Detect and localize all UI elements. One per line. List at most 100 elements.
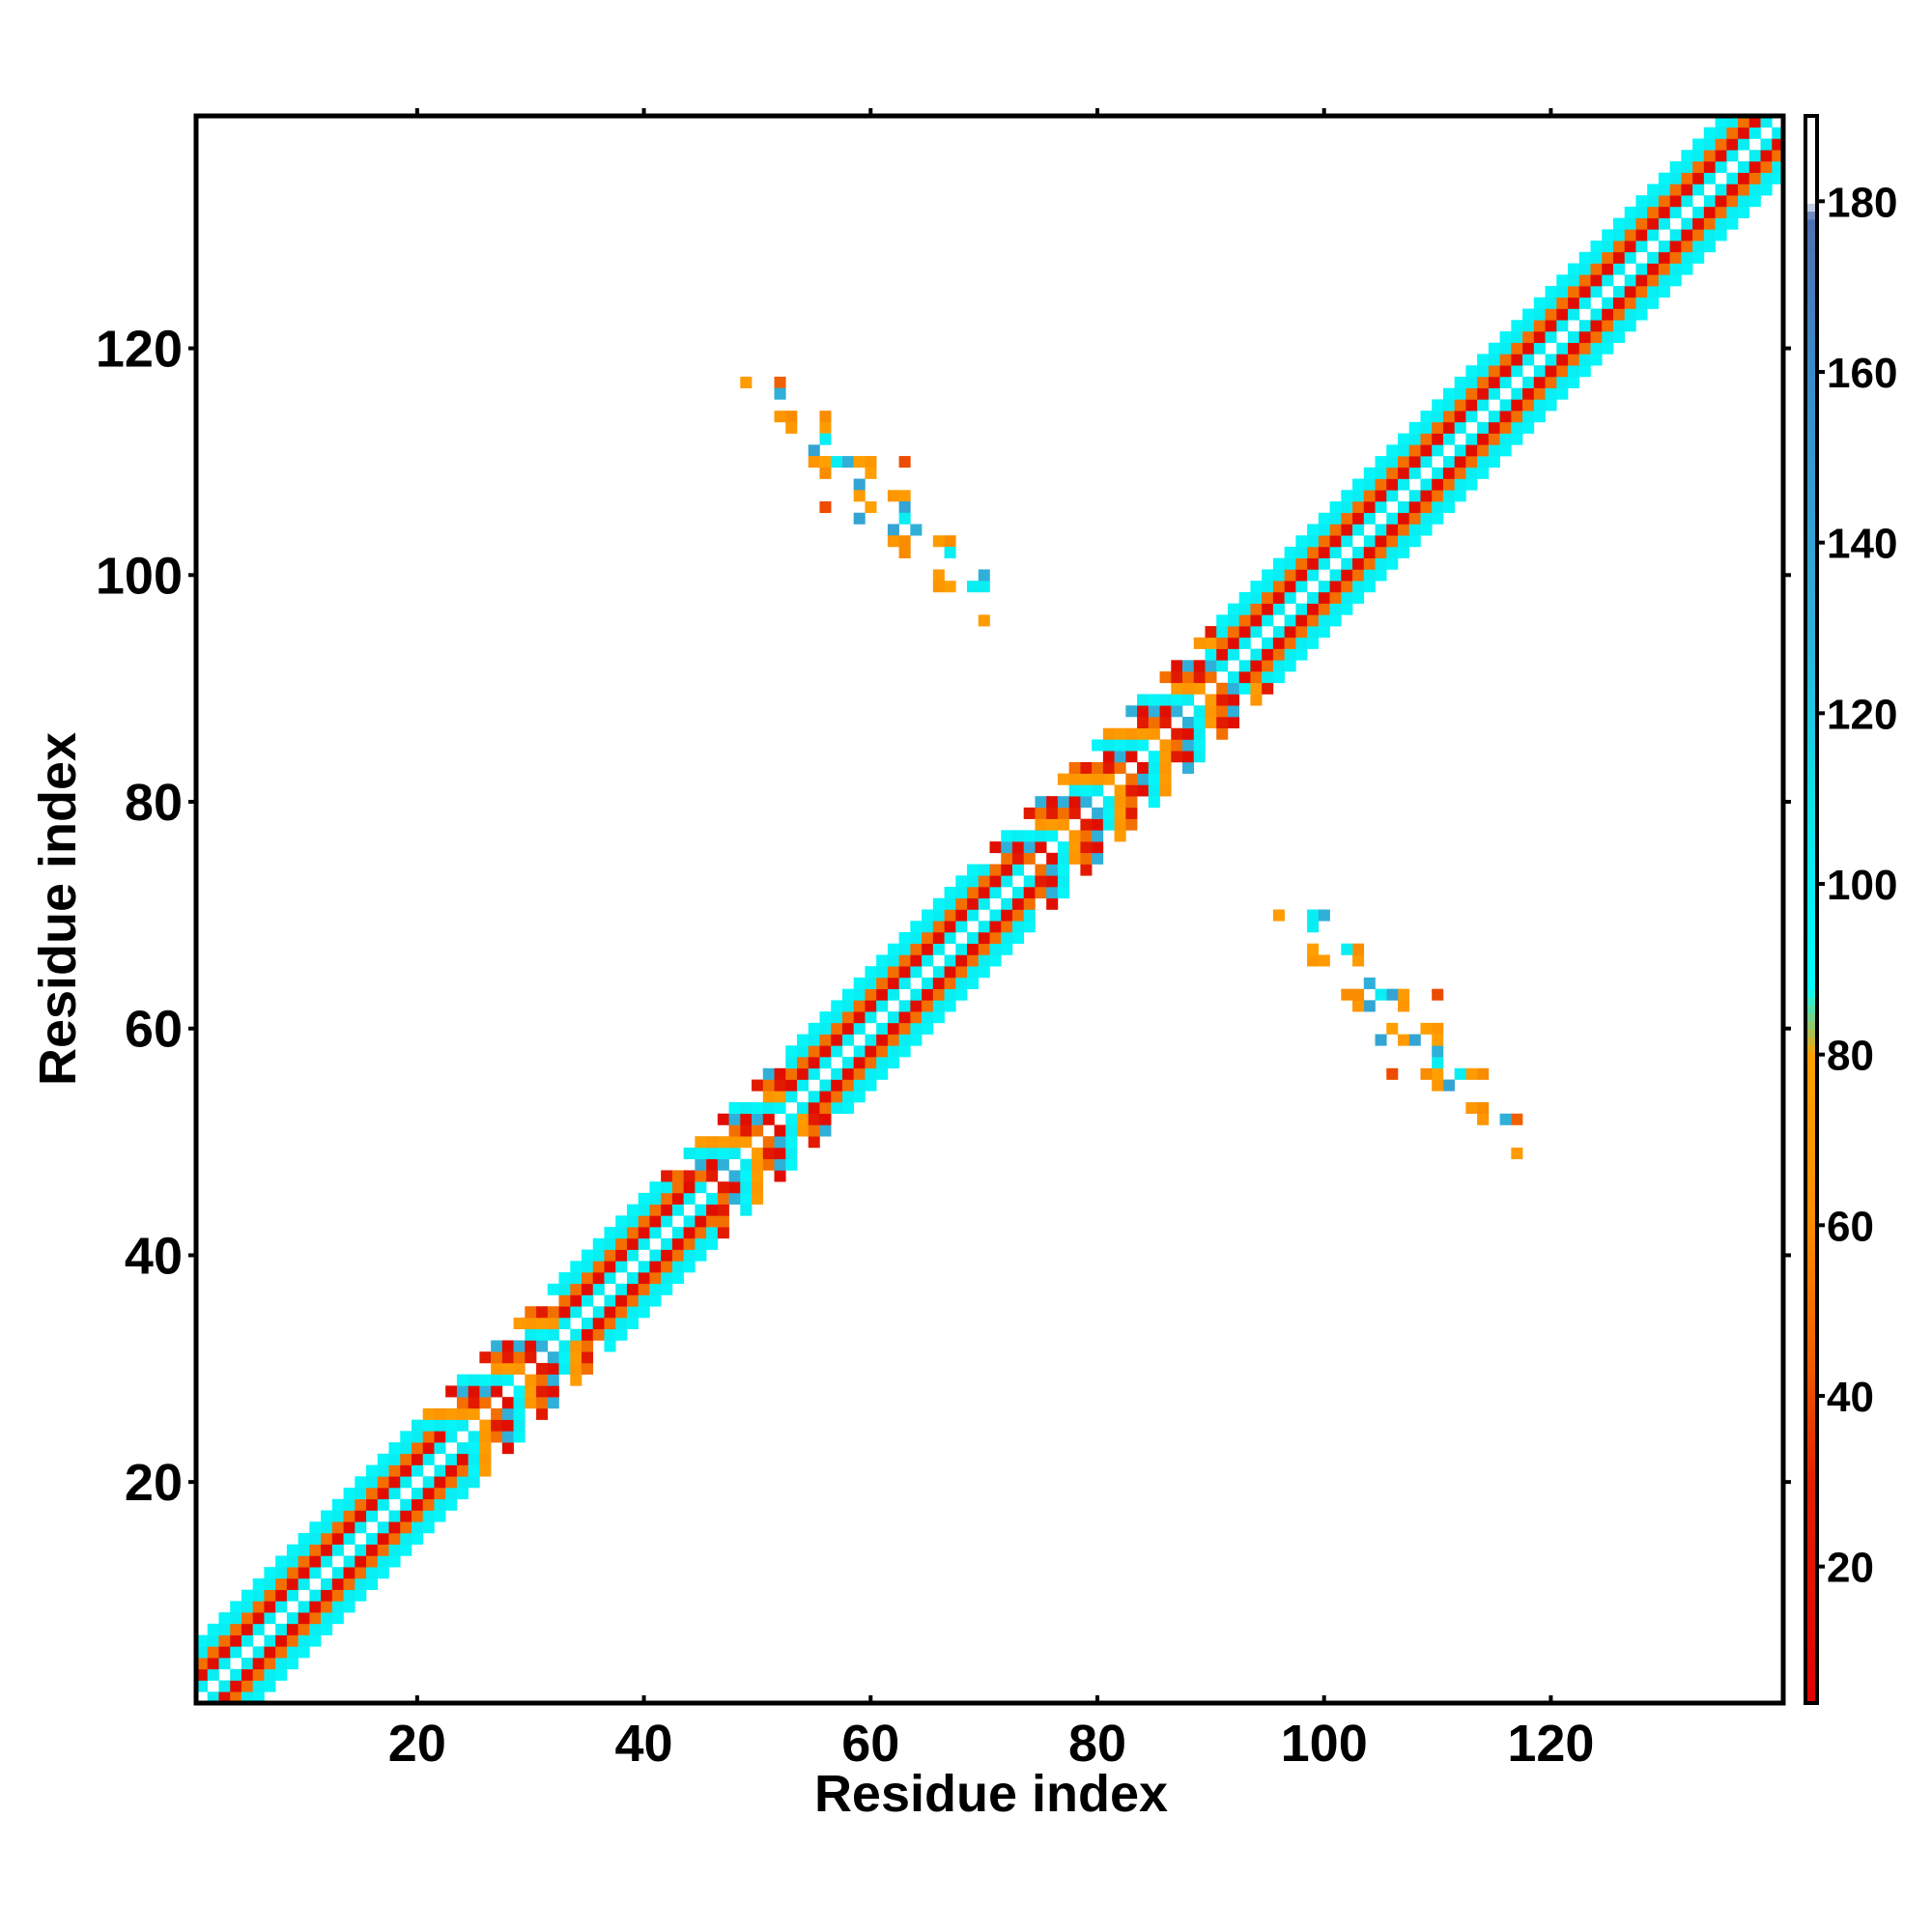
heatmap-cell	[1612, 297, 1625, 309]
heatmap-cell	[1658, 241, 1670, 253]
heatmap-cell	[1307, 569, 1320, 582]
heatmap-cell	[604, 1261, 616, 1273]
heatmap-cell	[796, 1113, 810, 1125]
colorbar-segment	[1805, 600, 1817, 609]
heatmap-cell	[604, 1227, 616, 1239]
heatmap-cell	[1238, 682, 1251, 695]
heatmap-cell	[1647, 206, 1660, 218]
heatmap-cell	[298, 1555, 310, 1568]
heatmap-cell	[740, 1102, 753, 1115]
heatmap-cell	[819, 1022, 832, 1035]
heatmap-cell	[1114, 830, 1126, 842]
heatmap-cell	[1092, 852, 1104, 865]
heatmap-cell	[1738, 195, 1750, 208]
colorbar-segment	[1805, 862, 1817, 870]
heatmap-cell	[501, 1431, 514, 1443]
heatmap-cell	[196, 1634, 209, 1647]
heatmap-cell	[1511, 1113, 1523, 1125]
heatmap-cell	[1578, 330, 1591, 344]
heatmap-cell	[422, 1521, 435, 1534]
heatmap-cell	[547, 1317, 559, 1330]
heatmap-cell	[944, 921, 956, 933]
heatmap-cell	[1295, 637, 1308, 649]
heatmap-cell	[230, 1612, 242, 1625]
heatmap-cell	[1590, 320, 1603, 332]
heatmap-cell	[1488, 387, 1500, 400]
heatmap-cell	[944, 897, 956, 910]
heatmap-cell	[264, 1567, 276, 1579]
heatmap-cell	[604, 1237, 616, 1250]
heatmap-cell	[1477, 354, 1490, 366]
heatmap-cell	[1658, 274, 1670, 287]
heatmap-cell	[1760, 160, 1773, 173]
heatmap-cell	[1284, 637, 1296, 649]
heatmap-cell	[922, 1000, 934, 1012]
heatmap-cell	[1602, 241, 1614, 253]
heatmap-cell	[1250, 626, 1263, 639]
colorbar-segment	[1805, 1274, 1817, 1284]
heatmap-cell	[706, 1158, 719, 1171]
heatmap-cell	[978, 569, 990, 582]
heatmap-cell	[1375, 988, 1387, 1001]
colorbar-segment	[1805, 1195, 1817, 1204]
heatmap-cell	[841, 1057, 854, 1069]
heatmap-cell	[1227, 637, 1239, 649]
heatmap-cell	[1284, 614, 1296, 627]
heatmap-cell	[241, 1634, 253, 1647]
heatmap-cell	[1272, 626, 1285, 639]
heatmap-cell	[922, 977, 934, 989]
heatmap-cell	[1001, 875, 1013, 888]
heatmap-cell	[1658, 184, 1670, 196]
heatmap-cell	[1262, 648, 1274, 661]
heatmap-cell	[1011, 897, 1025, 910]
heatmap-cell	[1658, 172, 1670, 185]
heatmap-cell	[932, 921, 945, 933]
colorbar-segment	[1805, 1457, 1817, 1466]
heatmap-cell	[706, 1147, 719, 1159]
heatmap-cell	[252, 1601, 265, 1613]
heatmap-cell	[865, 1034, 877, 1046]
heatmap-cell	[1102, 818, 1115, 831]
heatmap-cell	[434, 1510, 446, 1522]
colorbar-segment	[1805, 1679, 1817, 1689]
heatmap-cell	[592, 1317, 605, 1330]
heatmap-cell	[547, 1328, 559, 1341]
heatmap-cell	[1035, 818, 1047, 831]
heatmap-cell	[592, 1249, 605, 1262]
heatmap-cell	[887, 966, 899, 979]
heatmap-cell	[740, 1113, 753, 1125]
heatmap-cell	[1624, 229, 1636, 242]
heatmap-cell	[978, 921, 990, 933]
colorbar-segment	[1805, 504, 1817, 514]
heatmap-cell	[1284, 569, 1296, 582]
heatmap-cell	[1420, 444, 1433, 457]
heatmap-cell	[944, 954, 956, 967]
heatmap-cell	[1442, 411, 1455, 423]
heatmap-cell	[1432, 411, 1444, 423]
heatmap-cell	[1250, 682, 1263, 695]
heatmap-cell	[819, 1091, 832, 1103]
heatmap-cell	[241, 1668, 253, 1681]
heatmap-cell	[1590, 286, 1603, 298]
heatmap-cell	[592, 1306, 605, 1319]
heatmap-cell	[400, 1498, 412, 1511]
heatmap-cell	[525, 1385, 537, 1398]
heatmap-cell	[865, 1011, 877, 1024]
heatmap-cell	[1692, 184, 1705, 196]
heatmap-cell	[1738, 184, 1750, 196]
heatmap-cell	[1363, 977, 1376, 989]
x-tick-label: 120	[1507, 1715, 1594, 1773]
heatmap-cell	[1533, 365, 1546, 378]
heatmap-cell	[570, 1294, 582, 1307]
heatmap-cell	[1386, 444, 1399, 457]
heatmap-cell	[1363, 490, 1376, 502]
heatmap-cell	[366, 1464, 379, 1477]
colorbar-tick-label: 180	[1827, 179, 1897, 226]
heatmap-cell	[1068, 852, 1081, 865]
heatmap-cell	[1432, 444, 1444, 457]
heatmap-cell	[1068, 807, 1081, 819]
colorbar-segment	[1805, 917, 1817, 926]
heatmap-cell	[1046, 864, 1059, 876]
colorbar-segment	[1805, 322, 1817, 331]
heatmap-cell	[1182, 660, 1195, 672]
